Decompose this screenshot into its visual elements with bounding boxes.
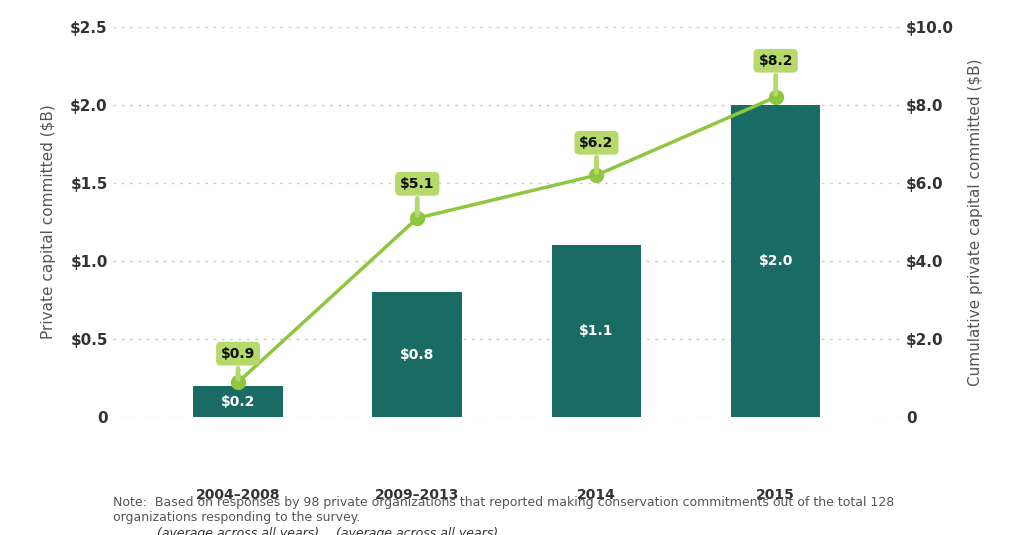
Bar (552, 246, 641, 417)
Text: 2014: 2014 (578, 487, 615, 502)
Text: 2009–2013: 2009–2013 (375, 487, 460, 502)
Y-axis label: Private capital committed ($B): Private capital committed ($B) (41, 105, 56, 339)
Text: 2004–2008: 2004–2008 (196, 487, 281, 502)
Text: $0.8: $0.8 (400, 348, 434, 362)
Text: $0.2: $0.2 (221, 395, 255, 409)
Text: $5.1: $5.1 (400, 177, 434, 216)
Text: $2.0: $2.0 (759, 254, 793, 268)
Text: $0.9: $0.9 (221, 347, 255, 379)
Text: 2015: 2015 (757, 487, 795, 502)
Text: $1.1: $1.1 (580, 324, 613, 338)
Text: (average across all years): (average across all years) (157, 526, 319, 535)
Text: $6.2: $6.2 (580, 136, 613, 172)
Bar (194, 386, 283, 417)
Bar (373, 292, 462, 417)
Text: Note:  Based on responses by 98 private organizations that reported making conse: Note: Based on responses by 98 private o… (113, 496, 894, 524)
Text: (average across all years): (average across all years) (336, 526, 499, 535)
Y-axis label: Cumulative private capital committed ($B): Cumulative private capital committed ($B… (968, 58, 983, 386)
Text: $8.2: $8.2 (759, 54, 793, 94)
Bar (731, 105, 820, 417)
